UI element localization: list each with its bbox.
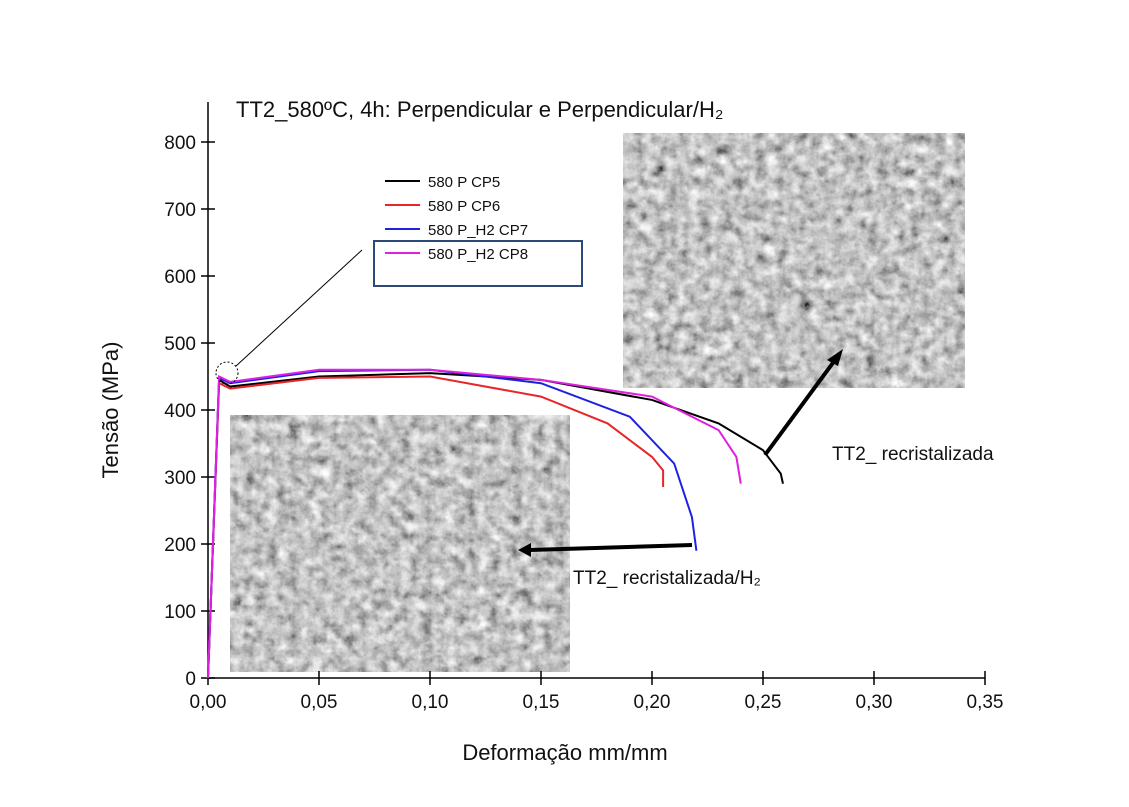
x-tick-label: 0,15	[523, 692, 560, 713]
highlight-circle	[215, 361, 239, 385]
x-tick-label: 0,25	[745, 692, 782, 713]
x-tick-label: 0,05	[301, 692, 338, 713]
arrow	[529, 543, 693, 552]
micrograph	[230, 415, 570, 672]
legend-label: 580 P_H2 CP7	[428, 222, 528, 239]
y-tick-label: 600	[164, 267, 196, 288]
x-tick-label: 0,30	[856, 692, 893, 713]
y-tick-label: 500	[164, 334, 196, 355]
legend-label: 580 P CP5	[428, 174, 500, 191]
legend-label: 580 P CP6	[428, 198, 500, 215]
x-tick-label: 0,00	[190, 692, 227, 713]
x-tick-label: 0,20	[634, 692, 671, 713]
line-series	[207, 368, 742, 679]
arrow-head	[827, 349, 843, 366]
y-tick-label: 700	[164, 200, 196, 221]
y-tick-label: 200	[164, 535, 196, 556]
y-tick-label: 800	[164, 133, 196, 154]
annotation: TT2_ recristalizada	[832, 444, 994, 465]
y-tick-label: 0	[185, 669, 196, 690]
line-series	[207, 375, 665, 679]
chart-title: TT2_580ºC, 4h: Perpendicular e Perpendic…	[236, 97, 723, 122]
legend-label: 580 P_H2 CP8	[428, 246, 528, 263]
micrograph	[623, 133, 965, 388]
line-series	[207, 368, 698, 679]
y-tick-label: 100	[164, 602, 196, 623]
arrow	[235, 249, 363, 367]
y-tick-label: 400	[164, 401, 196, 422]
legend-highlight	[373, 240, 583, 287]
y-axis-label: Tensão (MPa)	[98, 342, 123, 479]
annotation: TT2_ recristalizada/H₂	[573, 568, 761, 589]
arrow	[763, 354, 840, 457]
x-tick-label: 0,10	[412, 692, 449, 713]
x-tick-label: 0,35	[967, 692, 1004, 713]
arrow-head	[518, 543, 531, 557]
y-tick-label: 300	[164, 468, 196, 489]
x-axis-label: Deformação mm/mm	[462, 740, 667, 765]
